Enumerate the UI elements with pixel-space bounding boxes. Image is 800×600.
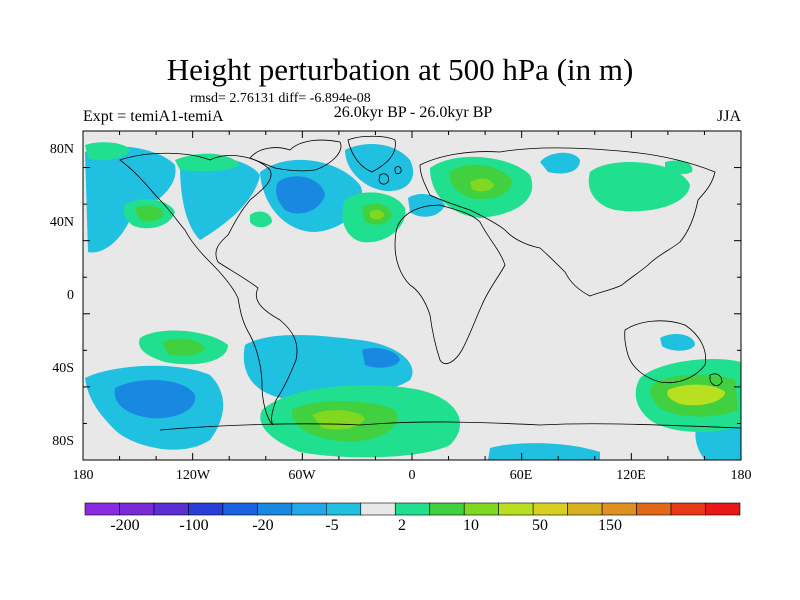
colorbar-label: 2 <box>398 517 406 534</box>
colorbar-swatch <box>222 502 258 516</box>
lon-label: 0 <box>408 468 416 483</box>
colorbar-swatch <box>326 502 362 516</box>
colorbar-label: 10 <box>463 517 479 534</box>
colorbar-swatch <box>119 502 155 516</box>
lon-label: 180 <box>72 468 94 483</box>
axis-ticks <box>82 130 742 461</box>
negative-anomaly-regions <box>85 144 741 460</box>
colorbar-swatch <box>360 502 396 516</box>
colorbar-swatch <box>429 502 465 516</box>
colorbar-label: -200 <box>110 517 140 534</box>
colorbar-swatch <box>567 502 603 516</box>
colorbar-swatch <box>463 502 499 516</box>
positive-anomaly-regions <box>85 142 741 458</box>
stats-line: rmsd= 2.76131 diff= -6.894e-08 <box>190 91 371 106</box>
colorbar-swatch <box>670 502 706 516</box>
colorbar-label: 50 <box>532 517 548 534</box>
lat-label: 0 <box>67 288 74 303</box>
lon-label: 60W <box>288 468 316 483</box>
colorbar-swatch <box>705 502 741 516</box>
lon-label: 60E <box>509 468 533 483</box>
lat-label: 40S <box>52 361 74 376</box>
colorbar-swatch <box>188 502 224 516</box>
colorbar-swatch <box>84 502 120 516</box>
colorbar <box>84 502 741 516</box>
colorbar-swatch <box>257 502 293 516</box>
coastlines <box>119 135 741 431</box>
colorbar-label: -5 <box>325 517 339 534</box>
colorbar-swatch <box>498 502 534 516</box>
lon-label: 120E <box>616 468 646 483</box>
lon-label: 180 <box>730 468 752 483</box>
colorbar-swatch <box>601 502 637 516</box>
map-field <box>83 131 741 460</box>
colorbar-swatch <box>636 502 672 516</box>
colorbar-swatch <box>532 502 568 516</box>
lat-label: 80N <box>49 142 74 157</box>
lat-label: 80S <box>52 434 74 449</box>
colorbar-label: -20 <box>252 517 274 534</box>
season-label: JJA <box>716 108 741 125</box>
colorbar-swatch <box>394 502 431 516</box>
lon-label: 120W <box>175 468 211 483</box>
experiment-label: Expt = temiA1-temiA <box>83 108 224 125</box>
colorbar-swatch <box>153 502 189 516</box>
colorbar-swatch <box>291 502 327 516</box>
period-label: 26.0kyr BP - 26.0kyr BP <box>333 104 493 121</box>
colorbar-label: -100 <box>179 517 209 534</box>
colorbar-label: 150 <box>598 517 622 534</box>
lat-label: 40N <box>49 215 74 230</box>
map-title: Height perturbation at 500 hPa (in m) <box>166 52 634 87</box>
